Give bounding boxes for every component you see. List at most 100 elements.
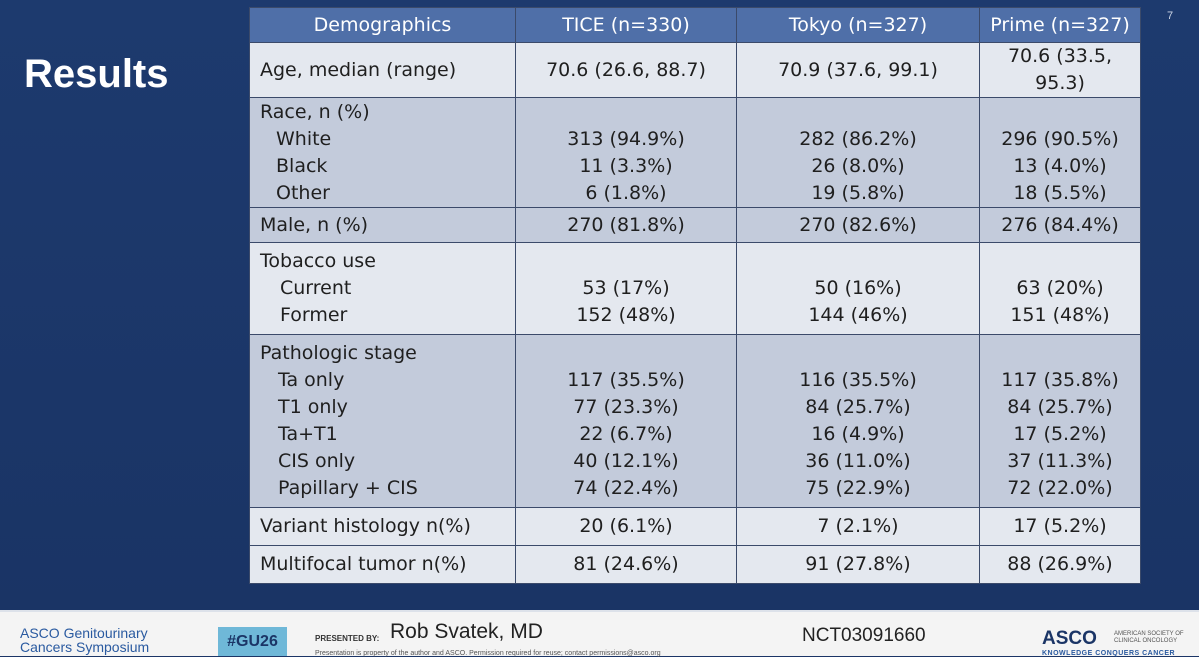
cell-spacer xyxy=(526,340,726,367)
row-label: Male, n (%) xyxy=(260,213,369,236)
slide-number: 7 xyxy=(1167,10,1174,22)
row-label-cell: Pathologic stage Ta only T1 only Ta+T1 CIS o… xyxy=(249,334,516,508)
tice-value: 20 (6.1%) xyxy=(579,515,673,537)
prime-value: 17 (5.2%) xyxy=(1013,515,1107,537)
demographics-table: Demographics TICE (n=330) Tokyo (n=327) … xyxy=(249,7,1141,584)
table-row: Male, n (%) 270 (81.8%) 270 (82.6%) 276 (84… xyxy=(249,207,1141,243)
sub-label: White xyxy=(276,127,332,150)
sub-label: Black xyxy=(276,154,328,177)
row-label-cell: Age, median (range) xyxy=(249,42,516,98)
table-row: Race, n (%) White Black Other 313 (94.9%) 11… xyxy=(249,97,1141,208)
prime-value: 84 (25.7%) xyxy=(1007,396,1113,418)
tokyo-value: 7 (2.1%) xyxy=(817,515,899,537)
header-demographics: Demographics xyxy=(249,7,516,43)
tice-value: 152 (48%) xyxy=(576,304,676,326)
tice-cell: 70.6 (26.6, 88.7) xyxy=(515,42,737,98)
prime-value: 17 (5.2%) xyxy=(1013,423,1107,445)
prime-cell: 70.6 (33.5, 95.3) xyxy=(979,42,1141,98)
asco-logo: ASCO xyxy=(1042,628,1097,649)
sub-label: Ta+T1 xyxy=(278,423,338,445)
tice-value: 11 (3.3%) xyxy=(579,154,673,177)
tice-cell: 20 (6.1%) xyxy=(515,507,737,546)
row-label-cell: Tobacco use Current Former xyxy=(249,242,516,335)
table-row: Multifocal tumor n(%) 81 (24.6%) 91 (27.8%… xyxy=(249,545,1141,584)
asco-full-name: AMERICAN SOCIETY OF CLINICAL ONCOLOGY xyxy=(1114,631,1184,644)
tokyo-cell: 7 (2.1%) xyxy=(736,507,980,546)
prime-value: 88 (26.9%) xyxy=(1007,553,1113,575)
table-row: Tobacco use Current Former 53 (17%) 152 (48… xyxy=(249,242,1141,335)
tice-value: 81 (24.6%) xyxy=(573,553,679,575)
row-label-cell: Male, n (%) xyxy=(249,207,516,243)
table-row: Pathologic stage Ta only T1 only Ta+T1 CIS o… xyxy=(249,334,1141,508)
prime-cell: 88 (26.9%) xyxy=(979,545,1141,584)
prime-value: 151 (48%) xyxy=(1010,304,1110,326)
tokyo-cell: 91 (27.8%) xyxy=(736,545,980,584)
tokyo-value: 116 (35.5%) xyxy=(799,369,917,391)
row-label: Variant histology n(%) xyxy=(260,515,471,537)
prime-value: 18 (5.5%) xyxy=(1013,181,1107,204)
prime-value: 37 (11.3%) xyxy=(1007,450,1113,472)
prime-cell: 117 (35.8%) 84 (25.7%) 17 (5.2%) 37 (11.3%)… xyxy=(979,334,1141,508)
cell-spacer xyxy=(747,340,969,367)
tice-value: 313 (94.9%) xyxy=(567,127,685,150)
tice-value: 70.6 (26.6, 88.7) xyxy=(546,58,706,81)
cell-spacer xyxy=(747,248,969,275)
tice-cell: 117 (35.5%) 77 (23.3%) 22 (6.7%) 40 (12.1%)… xyxy=(515,334,737,508)
prime-cell: 296 (90.5%) 13 (4.0%) 18 (5.5%) xyxy=(979,97,1141,208)
tokyo-value: 270 (82.6%) xyxy=(799,213,917,236)
row-label-cell: Multifocal tumor n(%) xyxy=(249,545,516,584)
cell-spacer xyxy=(526,248,726,275)
row-label-cell: Race, n (%) White Black Other xyxy=(249,97,516,208)
tice-cell: 270 (81.8%) xyxy=(515,207,737,243)
row-label: Tobacco use xyxy=(260,250,376,272)
prime-value: 72 (22.0%) xyxy=(1007,477,1113,499)
row-label: Age, median (range) xyxy=(260,58,457,81)
sub-label: T1 only xyxy=(278,396,348,418)
sub-label: Current xyxy=(280,277,352,299)
slide: Results 7 Demographics TICE (n=330) Toky… xyxy=(0,0,1199,610)
tokyo-value: 19 (5.8%) xyxy=(811,181,905,204)
tokyo-value: 144 (46%) xyxy=(808,304,908,326)
sub-label: Ta only xyxy=(278,369,345,391)
slide-title: Results xyxy=(24,52,169,96)
tice-value: 77 (23.3%) xyxy=(573,396,679,418)
tokyo-cell: 282 (86.2%) 26 (8.0%) 19 (5.8%) xyxy=(736,97,980,208)
cell-spacer xyxy=(990,340,1130,367)
tice-value: 6 (1.8%) xyxy=(585,181,667,204)
row-label: Multifocal tumor n(%) xyxy=(260,553,467,575)
header-tokyo: Tokyo (n=327) xyxy=(736,7,980,43)
tokyo-cell: 70.9 (37.6, 99.1) xyxy=(736,42,980,98)
prime-value: 276 (84.4%) xyxy=(1001,213,1119,236)
tice-cell: 313 (94.9%) 11 (3.3%) 6 (1.8%) xyxy=(515,97,737,208)
table-header-row: Demographics TICE (n=330) Tokyo (n=327) … xyxy=(249,7,1141,43)
header-tice: TICE (n=330) xyxy=(515,7,737,43)
tice-value: 270 (81.8%) xyxy=(567,213,685,236)
prime-value: 13 (4.0%) xyxy=(1013,154,1107,177)
sub-label: Other xyxy=(276,181,330,204)
cell-spacer xyxy=(526,99,726,126)
symposium-line1: ASCO Genitourinary xyxy=(20,625,148,641)
tokyo-value: 16 (4.9%) xyxy=(811,423,905,445)
sub-label: Papillary + CIS xyxy=(278,477,418,499)
row-label: Race, n (%) xyxy=(260,100,370,123)
presented-by-label: PRESENTED BY: xyxy=(315,634,380,643)
tice-value: 40 (12.1%) xyxy=(573,450,679,472)
prime-value: 296 (90.5%) xyxy=(1001,127,1119,150)
cell-spacer xyxy=(990,99,1130,126)
cell-spacer xyxy=(747,99,969,126)
footer: ASCO Genitourinary Cancers Symposium #GU… xyxy=(0,610,1199,657)
tokyo-value: 84 (25.7%) xyxy=(805,396,911,418)
tokyo-cell: 50 (16%) 144 (46%) xyxy=(736,242,980,335)
sub-label: CIS only xyxy=(278,450,356,472)
symposium-line2: Cancers Symposium xyxy=(20,639,150,655)
presenter-name: Rob Svatek, MD xyxy=(390,620,543,643)
table-row: Age, median (range) 70.6 (26.6, 88.7) 70.9… xyxy=(249,42,1141,98)
tice-value: 117 (35.5%) xyxy=(567,369,685,391)
prime-cell: 17 (5.2%) xyxy=(979,507,1141,546)
prime-cell: 276 (84.4%) xyxy=(979,207,1141,243)
tokyo-value: 91 (27.8%) xyxy=(805,553,911,575)
tokyo-value: 26 (8.0%) xyxy=(811,154,905,177)
tice-cell: 81 (24.6%) xyxy=(515,545,737,584)
tokyo-value: 75 (22.9%) xyxy=(805,477,911,499)
sub-label: Former xyxy=(280,304,348,326)
